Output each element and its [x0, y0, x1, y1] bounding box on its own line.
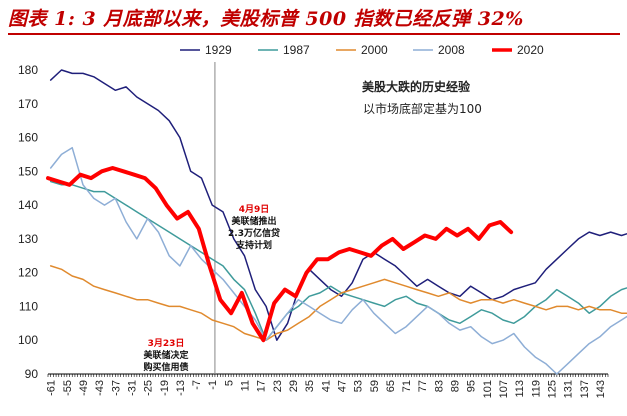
y-axis: 90 100 110 120 130 140 150 160 170 180 [18, 63, 38, 381]
x-tick-label: 59 [369, 380, 381, 392]
x-tick-label: 5 [223, 380, 235, 386]
april9-date: 4月9日 [239, 204, 270, 215]
x-tick-label: -13 [175, 380, 187, 396]
x-tick-label: -25 [143, 380, 155, 396]
x-tick-label: -37 [110, 380, 122, 396]
y-tick-label: 140 [18, 198, 38, 212]
chart-title: 图表 1: 3 月底部以来，美股标普 500 指数已经反弹 32% [8, 8, 524, 30]
x-tick-label: 107 [498, 380, 510, 398]
series-line-1929 [49, 69, 627, 341]
y-tick-label: 100 [18, 333, 38, 347]
x-tick-label: 53 [353, 380, 365, 392]
x-tick-label: 71 [401, 380, 413, 392]
march23-annotation: 3月23日 美联储决定 购买信用债 [143, 338, 189, 373]
series-line-2000 [49, 265, 627, 341]
x-tick-label: 113 [514, 380, 526, 398]
legend-label-2000: 2000 [361, 43, 388, 57]
legend: 1929 1987 2000 2008 2020 [180, 43, 544, 57]
series-group [46, 69, 627, 375]
april9-line-1: 美联储推出 [231, 215, 276, 227]
y-tick-label: 180 [18, 63, 38, 77]
x-tick-label: 11 [240, 380, 252, 391]
y-tick-label: 120 [18, 266, 38, 280]
x-tick-label: -55 [62, 380, 74, 396]
x-tick-label: -49 [78, 380, 90, 396]
series-line-2020 [46, 166, 514, 343]
x-axis: -61 -55 -49 -43 -37 -31 -25 -19 -13 -7 -1 5 11 17 23 29… [46, 373, 609, 398]
april9-line-2: 2.3万亿信贷 [228, 227, 280, 239]
x-tick-label: -1 [207, 380, 219, 390]
x-tick-label: 125 [546, 380, 558, 398]
x-tick-label: 41 [320, 380, 332, 392]
legend-label-2008: 2008 [438, 43, 465, 57]
y-tick-label: 90 [25, 367, 39, 381]
x-tick-label: -43 [94, 380, 106, 396]
april9-line-3: 支持计划 [235, 239, 272, 251]
history-note: 美股大跌的历史经验 以市场底部定基为100 [362, 79, 482, 116]
y-tick-label: 130 [18, 232, 38, 246]
legend-label-1929: 1929 [205, 43, 232, 57]
x-tick-label: 35 [304, 380, 316, 392]
x-tick-label: -31 [126, 380, 138, 396]
x-tick-label: -19 [159, 380, 171, 396]
y-tick-label: 110 [19, 299, 38, 313]
x-tick-label: 83 [433, 380, 445, 392]
x-tick-label: 119 [530, 380, 542, 398]
x-tick-label: 131 [563, 380, 575, 398]
march23-date: 3月23日 [148, 338, 185, 349]
x-tick-label: 95 [466, 380, 478, 392]
april9-annotation: 4月9日 美联储推出 2.3万亿信贷 支持计划 [228, 204, 280, 251]
x-tick-label: 89 [450, 380, 462, 392]
history-note-subtitle: 以市场底部定基为100 [363, 101, 482, 116]
x-tick-label: 65 [385, 380, 397, 392]
x-tick-label: 23 [272, 380, 284, 392]
x-tick-label: 29 [288, 380, 300, 392]
x-tick-label: 17 [256, 380, 268, 392]
series-line-2008 [49, 146, 627, 375]
x-tick-label: 101 [482, 380, 494, 398]
title-underline [8, 33, 620, 35]
y-tick-label: 150 [18, 164, 38, 178]
x-tick-label: 137 [579, 380, 591, 398]
x-tick-label: -7 [191, 380, 203, 390]
history-note-title: 美股大跌的历史经验 [362, 79, 471, 94]
x-tick-label: -61 [46, 380, 58, 396]
x-tick-label: 47 [336, 380, 348, 392]
x-tick-label: 143 [595, 380, 607, 398]
y-tick-label: 170 [18, 97, 38, 111]
march23-line-1: 美联储决定 [143, 349, 189, 361]
x-tick-label: 77 [417, 380, 429, 392]
y-tick-label: 160 [18, 131, 38, 145]
legend-label-1987: 1987 [283, 43, 310, 57]
series-line-1987 [49, 180, 627, 341]
legend-label-2020: 2020 [517, 43, 544, 57]
march23-line-2: 购买信用债 [143, 361, 188, 373]
